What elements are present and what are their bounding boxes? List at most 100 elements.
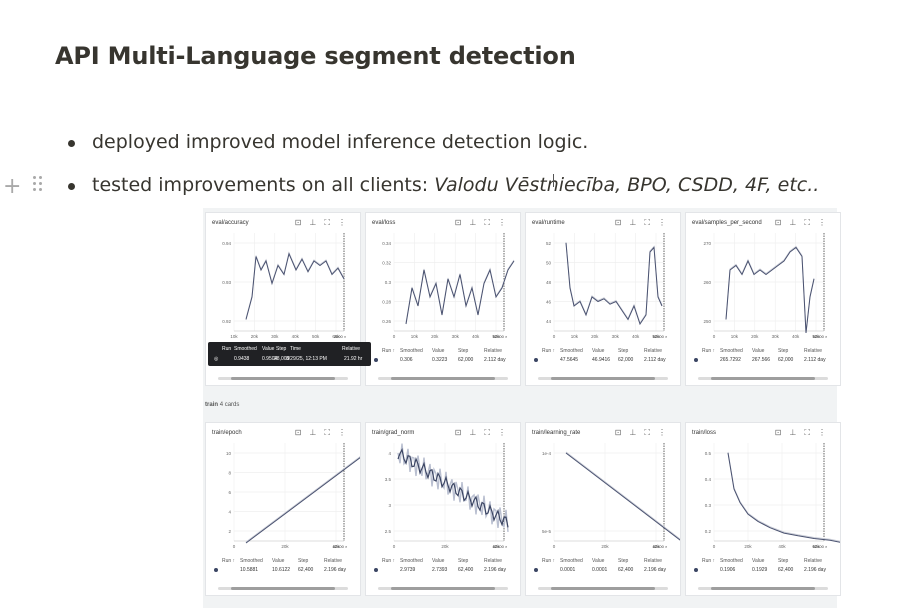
column-header[interactable]: Relative: [804, 558, 823, 564]
column-header[interactable]: Run ↑: [382, 348, 396, 354]
pin-icon[interactable]: ⊥: [789, 218, 805, 227]
column-header[interactable]: Step: [778, 348, 789, 354]
column-header[interactable]: Relative: [484, 348, 503, 354]
column-header[interactable]: Step: [618, 558, 629, 564]
horizontal-scrollbar[interactable]: [698, 587, 828, 590]
x-tick-label: 10k: [571, 334, 579, 339]
chart-card-eval-runtime[interactable]: eval/runtime ⊡⊥⛶⋮ 52 50 48 46 44 0 10k 20k 30k 40k 5…: [525, 212, 681, 386]
pin-icon[interactable]: ⊥: [789, 428, 805, 437]
fullscreen-icon[interactable]: ⛶: [804, 218, 818, 227]
column-header[interactable]: Run ↑: [542, 558, 556, 564]
column-header[interactable]: Relative: [804, 348, 823, 354]
column-header[interactable]: Run ↑: [542, 348, 556, 354]
fullscreen-icon[interactable]: ⛶: [484, 218, 498, 227]
column-header[interactable]: Run ↑: [702, 348, 716, 354]
column-header[interactable]: Run ↑: [382, 558, 396, 564]
horizontal-scrollbar[interactable]: [218, 377, 348, 380]
pin-icon[interactable]: ⊥: [309, 428, 325, 437]
expand-icon[interactable]: ⊡: [454, 428, 470, 437]
scrollbar-thumb[interactable]: [231, 587, 335, 590]
column-header[interactable]: Smoothed: [560, 348, 583, 354]
expand-icon[interactable]: ⊡: [294, 428, 310, 437]
column-header[interactable]: Value: [432, 558, 445, 564]
column-header[interactable]: Smoothed: [560, 558, 583, 564]
horizontal-scrollbar[interactable]: [218, 587, 348, 590]
add-block-icon[interactable]: +: [3, 174, 22, 199]
more-icon[interactable]: ⋮: [498, 428, 514, 437]
column-header[interactable]: Step: [778, 558, 789, 564]
scrollbar-thumb[interactable]: [231, 377, 335, 380]
expand-icon[interactable]: ⊡: [614, 428, 630, 437]
column-header[interactable]: Value: [752, 348, 765, 354]
column-header[interactable]: Run ↑: [702, 558, 716, 564]
fullscreen-icon[interactable]: ⛶: [324, 218, 338, 227]
chart-card-eval-loss[interactable]: eval/loss ⊡⊥⛶⋮ 0.34 0.32 0.3 0.28 0.26 0 10k 20k 3…: [365, 212, 521, 386]
column-header[interactable]: Smoothed: [240, 558, 263, 564]
step-tag: 62400 ×: [333, 544, 348, 549]
column-header[interactable]: Value: [592, 558, 605, 564]
column-header[interactable]: Step: [458, 558, 469, 564]
column-header[interactable]: Value: [592, 348, 605, 354]
fullscreen-icon[interactable]: ⛶: [484, 428, 498, 437]
smoothed-series: [245, 252, 345, 320]
column-header[interactable]: Relative: [324, 558, 343, 564]
pin-icon[interactable]: ⊥: [309, 218, 325, 227]
column-header[interactable]: Smoothed: [720, 558, 743, 564]
chart-card-train-loss[interactable]: train/loss ⊡⊥⛶⋮ 0.5 0.4 0.3 0.2 0 20k 40k 60k 6240…: [685, 422, 841, 596]
chart-title: eval/accuracy: [212, 220, 249, 226]
column-header[interactable]: Smoothed: [400, 348, 423, 354]
scrollbar-thumb[interactable]: [551, 377, 655, 380]
chart-card-train-grad-norm[interactable]: train/grad_norm ⊡⊥⛶⋮ 4 3.5 3 2.5 0 20k 40k 62400 …: [365, 422, 521, 596]
chart-card-eval-samples-per-second[interactable]: eval/samples_per_second ⊡⊥⛶⋮ 270 260 250 0 10k…: [685, 212, 841, 386]
more-icon[interactable]: ⋮: [338, 428, 354, 437]
more-icon[interactable]: ⋮: [338, 218, 354, 227]
column-header[interactable]: Step: [458, 348, 469, 354]
drag-handle-icon[interactable]: [33, 176, 43, 192]
chart-card-train-learning-rate[interactable]: train/learning_rate ⊡⊥⛶⋮ 1e-4 5e-5 0 20k 40k 62…: [525, 422, 681, 596]
horizontal-scrollbar[interactable]: [378, 377, 508, 380]
horizontal-scrollbar[interactable]: [378, 587, 508, 590]
scrollbar-thumb[interactable]: [391, 377, 495, 380]
column-header[interactable]: Relative: [644, 558, 663, 564]
pin-icon[interactable]: ⊥: [469, 218, 485, 227]
more-icon[interactable]: ⋮: [818, 218, 834, 227]
column-header[interactable]: Value: [432, 348, 445, 354]
expand-icon[interactable]: ⊡: [774, 428, 790, 437]
more-icon[interactable]: ⋮: [658, 428, 674, 437]
scrollbar-thumb[interactable]: [711, 587, 815, 590]
pin-icon[interactable]: ⊥: [629, 218, 645, 227]
horizontal-scrollbar[interactable]: [538, 587, 668, 590]
chart-card-train-epoch[interactable]: train/epoch ⊡⊥⛶⋮ 10 8 6 4 2 0 20k 40k 62400 × Run ↑…: [205, 422, 361, 596]
column-header[interactable]: Step: [298, 558, 309, 564]
step-tag: 62400 ×: [493, 544, 508, 549]
expand-icon[interactable]: ⊡: [614, 218, 630, 227]
column-header[interactable]: Smoothed: [400, 558, 423, 564]
fullscreen-icon[interactable]: ⛶: [644, 218, 658, 227]
scrollbar-thumb[interactable]: [711, 377, 815, 380]
fullscreen-icon[interactable]: ⛶: [644, 428, 658, 437]
column-header[interactable]: Step: [618, 348, 629, 354]
fullscreen-icon[interactable]: ⛶: [804, 428, 818, 437]
column-header[interactable]: Value: [752, 558, 765, 564]
expand-icon[interactable]: ⊡: [774, 218, 790, 227]
column-header[interactable]: Relative: [644, 348, 663, 354]
pin-icon[interactable]: ⊥: [629, 428, 645, 437]
column-header[interactable]: Relative: [484, 558, 503, 564]
expand-icon[interactable]: ⊡: [454, 218, 470, 227]
pin-icon[interactable]: ⊥: [469, 428, 485, 437]
section-label: train 4 cards: [205, 402, 239, 408]
column-header[interactable]: Run ↑: [222, 558, 236, 564]
horizontal-scrollbar[interactable]: [698, 377, 828, 380]
column-header[interactable]: Smoothed: [720, 348, 743, 354]
more-icon[interactable]: ⋮: [658, 218, 674, 227]
column-header[interactable]: Value: [272, 558, 285, 564]
bullet-text-2[interactable]: tested improvements on all clients: Valo…: [92, 174, 819, 196]
more-icon[interactable]: ⋮: [818, 428, 834, 437]
expand-icon[interactable]: ⊡: [294, 218, 310, 227]
scrollbar-thumb[interactable]: [391, 587, 495, 590]
chart-title: train/learning_rate: [532, 430, 581, 436]
horizontal-scrollbar[interactable]: [538, 377, 668, 380]
fullscreen-icon[interactable]: ⛶: [324, 428, 338, 437]
scrollbar-thumb[interactable]: [551, 587, 655, 590]
more-icon[interactable]: ⋮: [498, 218, 514, 227]
